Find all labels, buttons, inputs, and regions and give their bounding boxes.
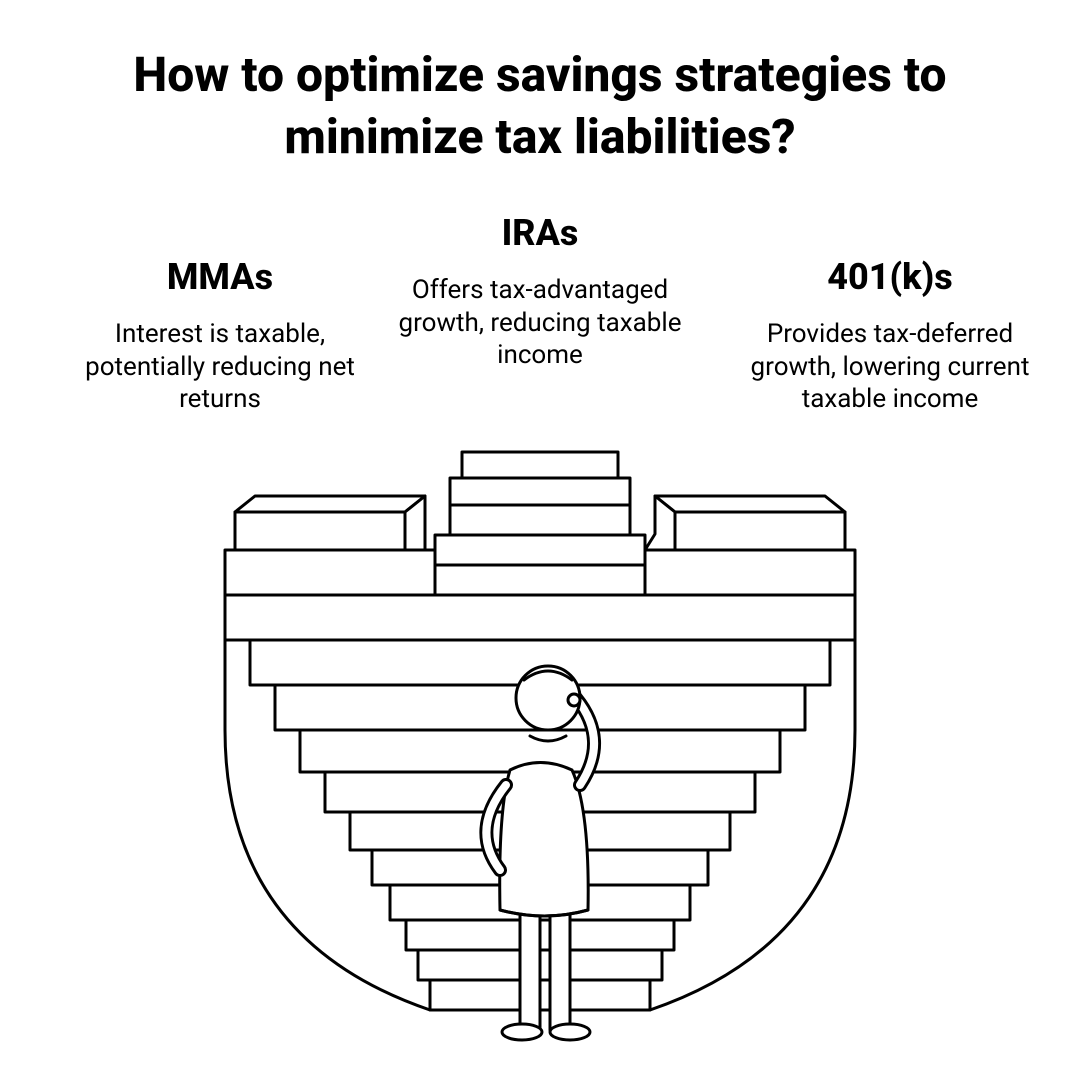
page-title: How to optimize savings strategies to mi…	[60, 44, 1020, 169]
column-iras: IRAs Offers tax-advantaged growth, reduc…	[390, 212, 690, 372]
right-branch-stairs-icon	[645, 496, 855, 595]
column-401ks-title: 401(k)s	[740, 256, 1040, 298]
column-iras-title: IRAs	[390, 212, 690, 254]
column-401ks: 401(k)s Provides tax-deferred growth, lo…	[740, 256, 1040, 416]
column-mmas-title: MMAs	[70, 256, 370, 298]
column-401ks-desc: Provides tax-deferred growth, lowering c…	[740, 318, 1040, 416]
column-iras-desc: Offers tax-advantaged growth, reducing t…	[390, 274, 690, 372]
column-mmas: MMAs Interest is taxable, potentially re…	[70, 256, 370, 416]
left-branch-stairs-icon	[225, 496, 435, 595]
stairs-illustration	[200, 440, 880, 1060]
column-mmas-desc: Interest is taxable, potentially reducin…	[70, 318, 370, 416]
